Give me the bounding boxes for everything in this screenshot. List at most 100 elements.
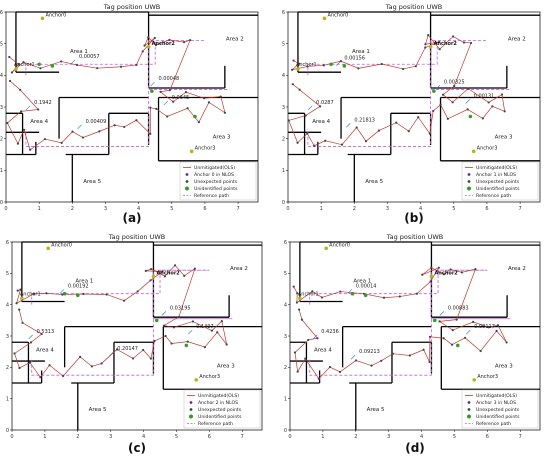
unexpected-point bbox=[306, 65, 309, 68]
area-label: Area 3 bbox=[217, 363, 235, 369]
unexpected-point bbox=[45, 292, 48, 295]
x-tick-label: 6 bbox=[486, 434, 489, 440]
unexpected-point bbox=[395, 121, 398, 124]
unexpected-point bbox=[60, 141, 63, 144]
unexpected-point bbox=[453, 84, 456, 87]
unidentified-point bbox=[468, 114, 473, 119]
annotation-arrow bbox=[77, 124, 82, 130]
unexpected-point bbox=[287, 119, 290, 122]
unexpected-point bbox=[322, 64, 325, 67]
unexpected-point bbox=[472, 320, 475, 324]
unexpected-point bbox=[496, 324, 500, 327]
unexpected-point bbox=[184, 91, 188, 94]
area-label: Area 5 bbox=[367, 407, 385, 413]
unexpected-point bbox=[460, 271, 463, 274]
anchor-marker bbox=[298, 296, 302, 301]
annotation-value: 0.0645 bbox=[172, 95, 190, 101]
chart-title: Tag position UWB bbox=[108, 233, 166, 241]
annotation-value: 0.1497 bbox=[196, 324, 214, 330]
annotation-value: 0.00192 bbox=[68, 283, 89, 289]
unexpected-point bbox=[18, 308, 21, 311]
nlos-point bbox=[424, 46, 427, 49]
unexpected-point bbox=[354, 359, 358, 362]
panel-caption: (a) bbox=[122, 211, 141, 225]
nlos-point bbox=[313, 144, 316, 147]
nlos-point bbox=[173, 264, 177, 267]
unexpected-point bbox=[143, 44, 146, 47]
x-tick-label: 3 bbox=[109, 434, 112, 440]
unexpected-point bbox=[304, 114, 307, 117]
annotation-arrow bbox=[350, 355, 356, 360]
nlos-point bbox=[428, 335, 432, 338]
unexpected-point bbox=[22, 61, 25, 64]
unexpected-point bbox=[32, 292, 35, 296]
nlos-point bbox=[451, 101, 454, 104]
unexpected-point bbox=[19, 110, 23, 113]
anchor-label: Anchor0 bbox=[329, 242, 350, 248]
nlos-point bbox=[16, 289, 19, 292]
y-tick-label: 1 bbox=[284, 396, 287, 402]
unexpected-point bbox=[438, 40, 441, 44]
nlos-point bbox=[172, 326, 175, 329]
unexpected-point bbox=[155, 107, 158, 110]
unexpected-point bbox=[421, 273, 424, 276]
chart-panel-2: Tag position UWB 0 1 2 3 4 5 6 7 0 1 2 3 4 5 6 Area 1 Are… bbox=[6, 233, 263, 455]
nlos-point bbox=[451, 329, 454, 332]
unexpected-point bbox=[210, 329, 214, 332]
chart-panel-1: Tag position UWB 0 1 2 3 4 5 6 7 0 1 2 3 4 5 6 Area 1 Are… bbox=[282, 3, 541, 225]
legend-swatch bbox=[185, 186, 189, 191]
x-tick-label: 2 bbox=[76, 434, 79, 440]
legend-entry: Unexpected points bbox=[194, 179, 238, 185]
anchor-label: Anchor1 bbox=[20, 291, 41, 297]
annotation-value: 0.03195 bbox=[170, 305, 191, 311]
y-tick-label: 3 bbox=[282, 105, 285, 111]
y-tick-label: 1 bbox=[0, 168, 3, 174]
legend: Unmitigated(OLS)Anchor 2 in NLOSUnexpect… bbox=[183, 389, 261, 429]
x-tick-label: 6 bbox=[485, 206, 488, 212]
unexpected-point bbox=[149, 357, 153, 360]
nlos-point bbox=[380, 359, 383, 362]
nlos-point bbox=[149, 106, 152, 109]
x-tick-label: 0 bbox=[4, 206, 7, 212]
anchor-marker bbox=[428, 45, 433, 49]
x-tick-label: 7 bbox=[241, 434, 244, 440]
anchor-marker bbox=[40, 16, 45, 21]
unexpected-point bbox=[168, 89, 171, 92]
y-tick-label: 4 bbox=[284, 302, 287, 308]
annotation-value: 0.00014 bbox=[356, 283, 377, 289]
annotation-arrow bbox=[313, 334, 318, 340]
y-tick-label: 0 bbox=[284, 428, 287, 434]
y-tick-label: 6 bbox=[284, 240, 287, 246]
unexpected-point bbox=[61, 374, 65, 378]
legend-swatch bbox=[185, 180, 189, 183]
annotation-arrow bbox=[465, 99, 470, 104]
unidentified-point bbox=[329, 62, 333, 67]
unexpected-point bbox=[441, 93, 445, 96]
unexpected-point bbox=[439, 103, 442, 106]
y-tick-label: 2 bbox=[284, 365, 287, 371]
unexpected-point bbox=[22, 128, 26, 131]
unexpected-point bbox=[123, 299, 126, 302]
nlos-point bbox=[449, 268, 452, 271]
unexpected-point bbox=[298, 88, 301, 91]
nlos-point bbox=[317, 377, 320, 380]
annotation-value: 0.00883 bbox=[448, 305, 469, 311]
y-tick-label: 0 bbox=[6, 428, 9, 434]
annotation-arrow bbox=[347, 289, 353, 294]
nlos-point bbox=[149, 279, 152, 282]
x-tick-label: 1 bbox=[320, 206, 323, 212]
unexpected-point bbox=[479, 349, 482, 353]
y-tick-label: 3 bbox=[284, 334, 287, 340]
nlos-point bbox=[377, 129, 381, 132]
panel-caption: (c) bbox=[128, 441, 146, 455]
area-label: Area 3 bbox=[213, 135, 231, 141]
area-label: Area 1 bbox=[75, 279, 93, 285]
unidentified-point bbox=[150, 89, 154, 93]
nlos-point bbox=[491, 105, 494, 108]
nlos-point bbox=[429, 280, 432, 283]
anchor-label: Anchor2 bbox=[434, 270, 458, 276]
legend-box bbox=[461, 389, 539, 429]
legend-entry: Unexpected points bbox=[476, 407, 520, 413]
unexpected-point bbox=[186, 340, 189, 343]
anchor-label: Anchor2 bbox=[152, 41, 176, 47]
